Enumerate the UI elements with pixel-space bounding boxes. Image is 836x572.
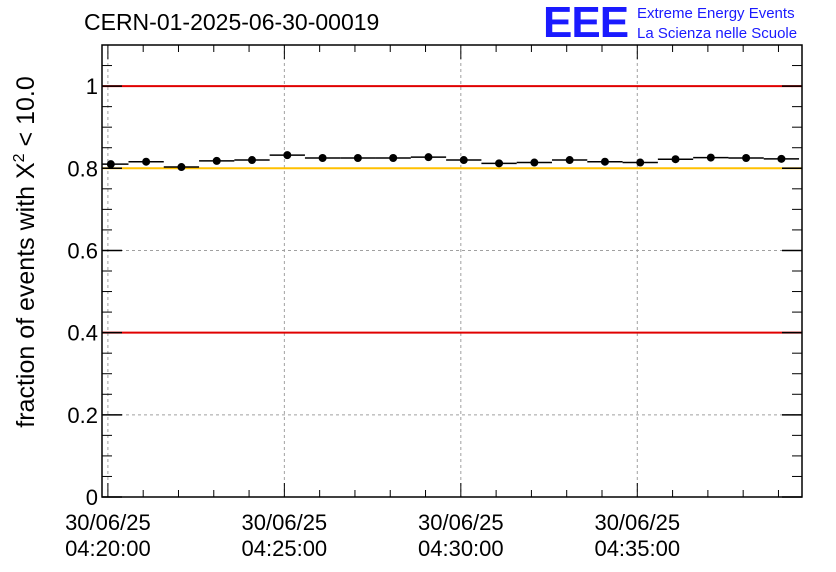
data-point <box>706 153 715 162</box>
x-tick-date: 30/06/25 <box>594 510 680 535</box>
data-point <box>424 153 433 162</box>
y-tick-label: 1 <box>86 74 98 99</box>
logo-mark: EEE <box>543 0 629 47</box>
x-tick-time: 04:20:00 <box>65 536 151 561</box>
y-axis-label-tail: < 10.0 <box>12 76 40 153</box>
x-tick-date: 30/06/25 <box>65 510 151 535</box>
run-title: CERN-01-2025-06-30-00019 <box>84 9 380 35</box>
y-tick-label: 0.8 <box>67 156 98 181</box>
y-tick-label: 0.6 <box>67 238 98 263</box>
x-tick-date: 30/06/25 <box>418 510 504 535</box>
data-point <box>459 156 468 165</box>
y-tick-label: 0 <box>86 485 98 510</box>
data-point <box>212 156 221 165</box>
data-point <box>636 158 645 167</box>
data-point <box>389 154 398 162</box>
axis-labels: 00.20.40.60.8130/06/2504:20:0030/06/2504… <box>65 74 680 561</box>
data-point <box>106 160 115 169</box>
data-point <box>283 151 292 160</box>
x-tick-date: 30/06/25 <box>242 510 328 535</box>
y-tick-label: 0.2 <box>67 403 98 428</box>
threshold-lines <box>102 85 802 334</box>
data-points <box>102 151 800 172</box>
data-point <box>671 155 680 164</box>
plot-frame <box>101 44 803 498</box>
data-point <box>495 159 504 168</box>
data-point <box>248 156 257 165</box>
data-point <box>177 163 186 172</box>
logo-subtitle-2: La Scienza nelle Scuole <box>637 25 798 42</box>
data-point <box>318 154 327 162</box>
eee-logo: EEE Extreme Energy Events La Scienza nel… <box>543 0 833 48</box>
y-axis-label-exponent: 2 <box>11 153 28 162</box>
data-point <box>353 154 362 162</box>
x-tick-time: 04:30:00 <box>418 536 504 561</box>
data-point <box>565 156 574 165</box>
data-point <box>742 154 751 162</box>
x-tick-time: 04:35:00 <box>594 536 680 561</box>
logo-subtitle-1: Extreme Energy Events <box>637 5 795 22</box>
data-point <box>600 157 609 166</box>
axis-ticks <box>102 45 802 498</box>
y-axis-label-main: fraction of events with X <box>12 162 40 428</box>
grid-lines <box>102 45 802 497</box>
y-axis-label: fraction of events with X2 < 10.0 <box>11 76 40 427</box>
data-point <box>777 154 786 163</box>
x-tick-time: 04:25:00 <box>242 536 328 561</box>
y-tick-label: 0.4 <box>67 321 98 346</box>
data-point <box>530 158 539 167</box>
data-point <box>142 157 151 166</box>
